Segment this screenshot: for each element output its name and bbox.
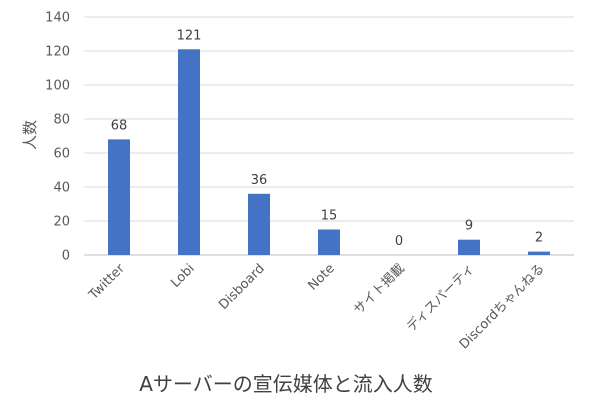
bar	[528, 251, 550, 255]
bar	[248, 193, 270, 255]
y-tick-label: 120	[45, 45, 70, 60]
y-tick-label: 40	[53, 181, 70, 196]
chart-title: Aサーバーの宣伝媒体と流入人数	[139, 372, 432, 396]
y-tick-label: 80	[53, 113, 70, 128]
x-category-label: Note	[305, 261, 337, 293]
y-tick-label: 60	[53, 147, 70, 162]
y-tick-label: 20	[53, 215, 70, 230]
data-label: 2	[535, 231, 543, 246]
x-category-label: Disboard	[216, 261, 268, 313]
bar	[318, 229, 340, 255]
x-category-label: サイト掲載	[351, 261, 408, 318]
data-label: 15	[321, 209, 338, 224]
y-tick-label: 140	[45, 11, 70, 26]
bar	[178, 49, 200, 255]
bars	[108, 49, 550, 255]
x-axis-categories: Twitter Lobi Disboard Note サイト掲載ディスパーティDisco…	[86, 261, 548, 353]
y-axis-ticks: 0 20 40 60 80 100 120 140	[45, 11, 70, 264]
data-labels: 68 121 36 15 0 9 2	[111, 28, 543, 249]
y-tick-label: 0	[62, 249, 70, 264]
data-label: 68	[111, 118, 128, 133]
bar	[458, 239, 480, 255]
data-label: 0	[395, 234, 403, 249]
x-category-label: ディスパーティ	[403, 261, 477, 335]
data-label: 36	[251, 173, 268, 188]
gridlines	[84, 16, 574, 256]
y-axis-label: 人数	[21, 120, 39, 150]
data-label: 9	[465, 219, 473, 234]
x-category-label: Twitter	[86, 261, 129, 304]
data-label: 121	[177, 28, 202, 43]
bar	[108, 139, 130, 255]
y-tick-label: 100	[45, 79, 70, 94]
x-category-label: Lobi	[168, 261, 198, 291]
